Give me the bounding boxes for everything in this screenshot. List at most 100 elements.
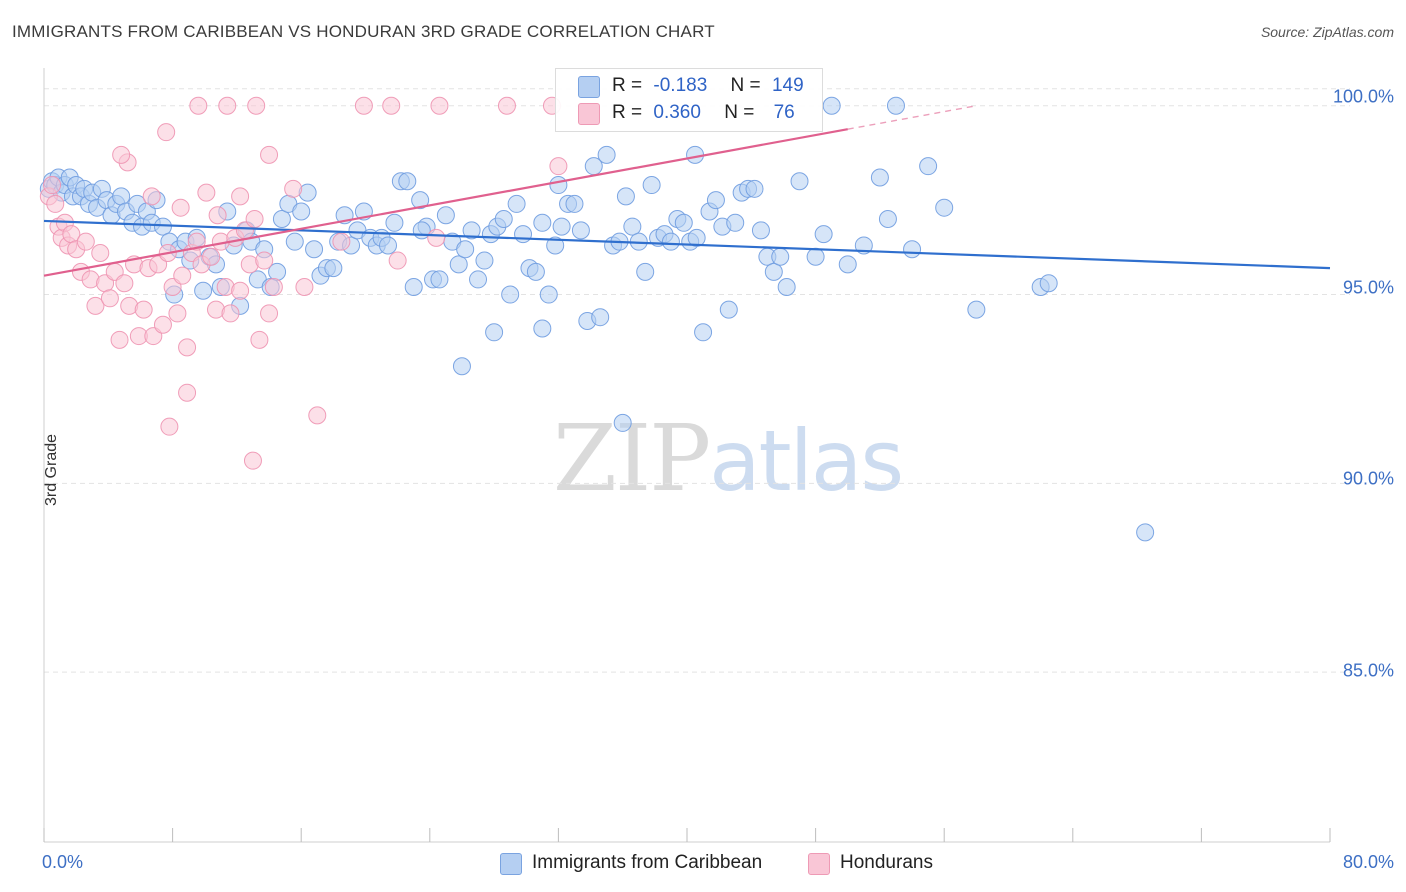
legend-label-caribbean: Immigrants from Caribbean (532, 852, 763, 873)
blue-point (456, 240, 475, 259)
pink-point (231, 281, 250, 300)
watermark-zip: ZIP (553, 405, 711, 512)
pink-point (255, 251, 274, 270)
blue-point (1039, 274, 1058, 293)
pink-point (86, 296, 105, 315)
pink-point (382, 96, 401, 115)
blue-point (935, 198, 954, 217)
blue-point (674, 213, 693, 232)
stats-swatch-pink (578, 103, 600, 125)
blue-point (661, 232, 680, 251)
stats-pink-r-value: 0.360 (653, 102, 701, 123)
blue-point (571, 221, 590, 240)
blue-point (822, 96, 841, 115)
blue-point (305, 240, 324, 259)
pink-point (284, 179, 303, 198)
y-tick-label-95: 95.0% (1342, 277, 1394, 298)
blue-point (526, 262, 545, 281)
blue-point (452, 357, 471, 376)
blue-point (533, 213, 552, 232)
watermark-atlas: atlas (709, 412, 904, 510)
pink-point (178, 338, 197, 357)
pink-point (178, 383, 197, 402)
blue-point (771, 247, 790, 266)
blue-point (919, 157, 938, 176)
legend-swatch-pink (808, 853, 830, 875)
chart-title: IMMIGRANTS FROM CARIBBEAN VS HONDURAN 3R… (12, 22, 715, 41)
x-tick-label-min: 0.0% (42, 852, 84, 872)
pink-point (231, 187, 250, 206)
blue-point (706, 191, 725, 210)
x-tick-label-max: 80.0% (1342, 852, 1394, 872)
pink-point (260, 145, 279, 164)
pink-trend-line (43, 128, 848, 277)
blue-point (751, 221, 770, 240)
pink-point (112, 145, 131, 164)
stats-pink-r-label: R = (612, 102, 643, 123)
source-label: Source: ZipAtlas.com (1260, 24, 1394, 40)
pink-point (497, 96, 516, 115)
stats-blue-r-label: R = (612, 75, 643, 96)
stats-blue-n-label: N = (730, 75, 761, 96)
blue-point (469, 270, 488, 289)
pink-point (197, 183, 216, 202)
y-tick-label-90: 90.0% (1342, 468, 1394, 489)
legend-label-hondurans: Hondurans (840, 852, 933, 873)
blue-point (967, 300, 986, 319)
blue-point (764, 262, 783, 281)
blue-point (404, 277, 423, 296)
blue-point (546, 236, 565, 255)
stats-box: R = -0.183 N = 149 R = 0.360 N = 76 (555, 68, 823, 132)
pink-point (187, 232, 206, 251)
pink-point (427, 228, 446, 247)
pink-point (208, 206, 227, 225)
pink-point (388, 251, 407, 270)
blue-point (719, 300, 738, 319)
y-tick-label-85: 85.0% (1342, 660, 1394, 681)
blue-point (552, 217, 571, 236)
pink-point (218, 96, 237, 115)
blue-point (112, 187, 131, 206)
pink-point (168, 304, 187, 323)
blue-point (533, 319, 552, 338)
pink-point (110, 330, 129, 349)
blue-point (616, 187, 635, 206)
pink-trend-extension (847, 105, 977, 130)
blue-point (379, 236, 398, 255)
blue-point (385, 213, 404, 232)
blue-trend-line (43, 219, 1331, 270)
pink-point (76, 232, 95, 251)
blue-point (636, 262, 655, 281)
blue-point (398, 172, 417, 191)
blue-point (549, 176, 568, 195)
blue-point (903, 240, 922, 259)
pink-point (134, 300, 153, 319)
pink-point (245, 210, 264, 229)
pink-point (171, 198, 190, 217)
blue-point (565, 194, 584, 213)
blue-point (324, 259, 343, 278)
pink-point (221, 304, 240, 323)
blue-point (494, 210, 513, 229)
blue-point (790, 172, 809, 191)
blue-point (726, 213, 745, 232)
blue-point (745, 179, 764, 198)
blue-point (514, 225, 533, 244)
blue-point (623, 217, 642, 236)
pink-point (115, 274, 134, 293)
pink-point (264, 277, 283, 296)
watermark: ZIPatlas (553, 405, 904, 512)
pink-point (91, 244, 110, 263)
blue-point (485, 323, 504, 342)
stats-swatch-blue (578, 76, 600, 98)
blue-point (501, 285, 520, 304)
blue-point (292, 202, 311, 221)
blue-point (436, 206, 455, 225)
blue-point (272, 210, 291, 229)
pink-point (173, 266, 192, 285)
blue-point (449, 255, 468, 274)
pink-point (430, 96, 449, 115)
blue-point (1136, 523, 1155, 542)
blue-point (285, 232, 304, 251)
